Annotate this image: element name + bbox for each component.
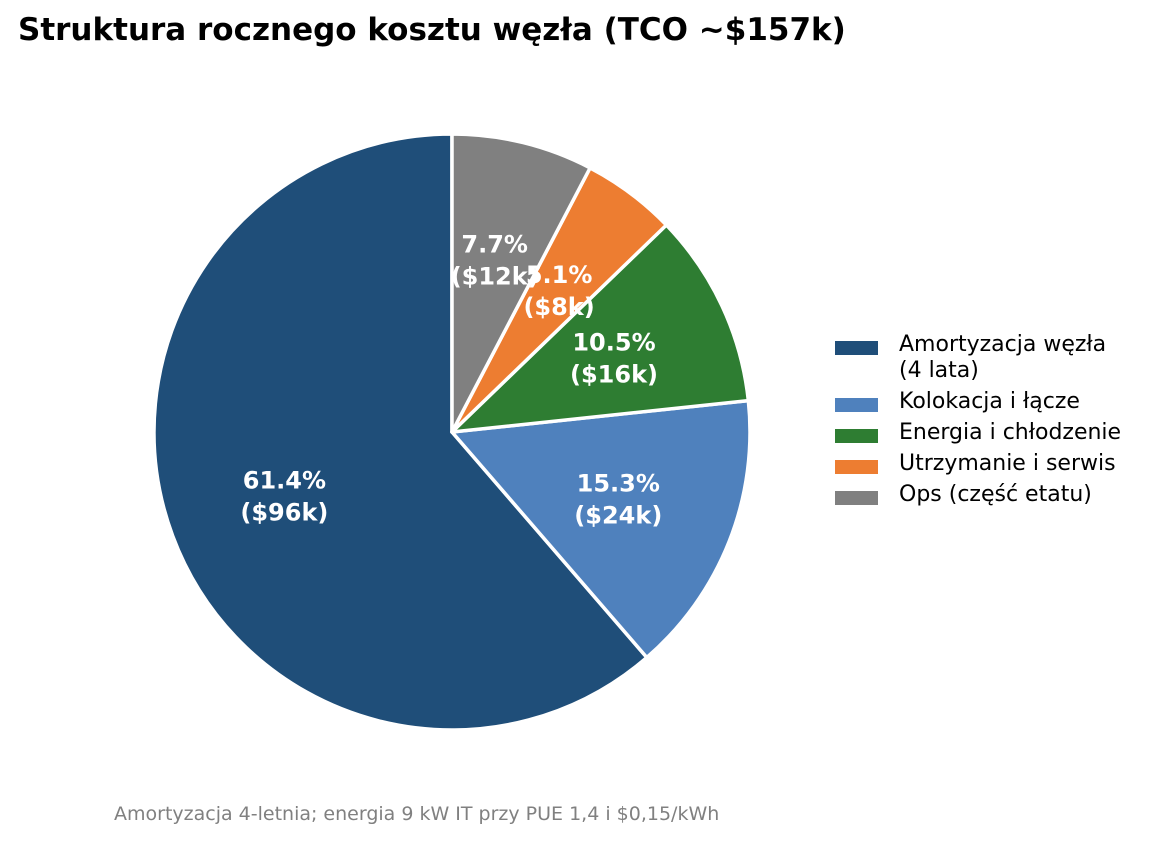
slice-label-2: 10.5% ($16k) [570, 328, 658, 388]
legend-swatch-4 [835, 491, 878, 505]
legend-swatch-2 [835, 429, 878, 443]
slice-value-label-2: ($16k) [570, 360, 658, 388]
slice-value-label-1: ($24k) [574, 502, 662, 530]
slice-value-label-3: ($8k) [523, 293, 594, 321]
pie-slice-2 [450, 223, 751, 434]
slice-value-label-4: ($12k) [451, 262, 539, 290]
legend-swatch-0 [835, 341, 878, 355]
legend-label-4: Ops (część etatu) [899, 482, 1092, 507]
slice-value-label-0: ($96k) [240, 498, 328, 526]
pie-labels: 61.4% ($96k) 15.3% ($24k) 10.5% ($16k) 5.1% ($8… [240, 230, 662, 529]
pie-slices [152, 132, 752, 732]
pie-slice-4 [450, 132, 592, 434]
chart-footnote: Amortyzacja 4-letnia; energia 9 kW IT pr… [114, 803, 720, 825]
slice-percent-label-3: 5.1% [526, 261, 593, 289]
slice-label-0: 61.4% ($96k) [240, 466, 328, 526]
legend-label-3: Utrzymanie i serwis [899, 451, 1116, 476]
legend-label-0: Amortyzacja węzła (4 lata) [899, 332, 1107, 383]
legend-swatch-3 [835, 460, 878, 474]
pie-slice-0 [152, 132, 649, 732]
legend-item-3: Utrzymanie i serwis [835, 451, 1121, 477]
slice-percent-label-2: 10.5% [572, 328, 655, 356]
chart-title: Struktura rocznego kosztu węzła (TCO ~$1… [18, 12, 846, 48]
slice-label-1: 15.3% ($24k) [574, 470, 662, 530]
pie-slice-1 [450, 398, 752, 660]
legend-item-2: Energia i chłodzenie [835, 420, 1121, 446]
legend: Amortyzacja węzła (4 lata) Kolokacja i łą… [835, 332, 1121, 513]
slice-label-4: 7.7% ($12k) [451, 230, 539, 290]
legend-swatch-1 [835, 398, 878, 412]
slice-percent-label-0: 61.4% [243, 466, 326, 494]
legend-label-1: Kolokacja i łącze [899, 389, 1080, 414]
legend-label-2: Energia i chłodzenie [899, 420, 1122, 445]
legend-item-4: Ops (część etatu) [835, 482, 1121, 508]
slice-label-3: 5.1% ($8k) [523, 261, 594, 321]
legend-item-0: Amortyzacja węzła (4 lata) [835, 332, 1121, 384]
slice-percent-label-4: 7.7% [461, 230, 528, 258]
slice-percent-label-1: 15.3% [577, 470, 660, 498]
legend-item-1: Kolokacja i łącze [835, 389, 1121, 415]
